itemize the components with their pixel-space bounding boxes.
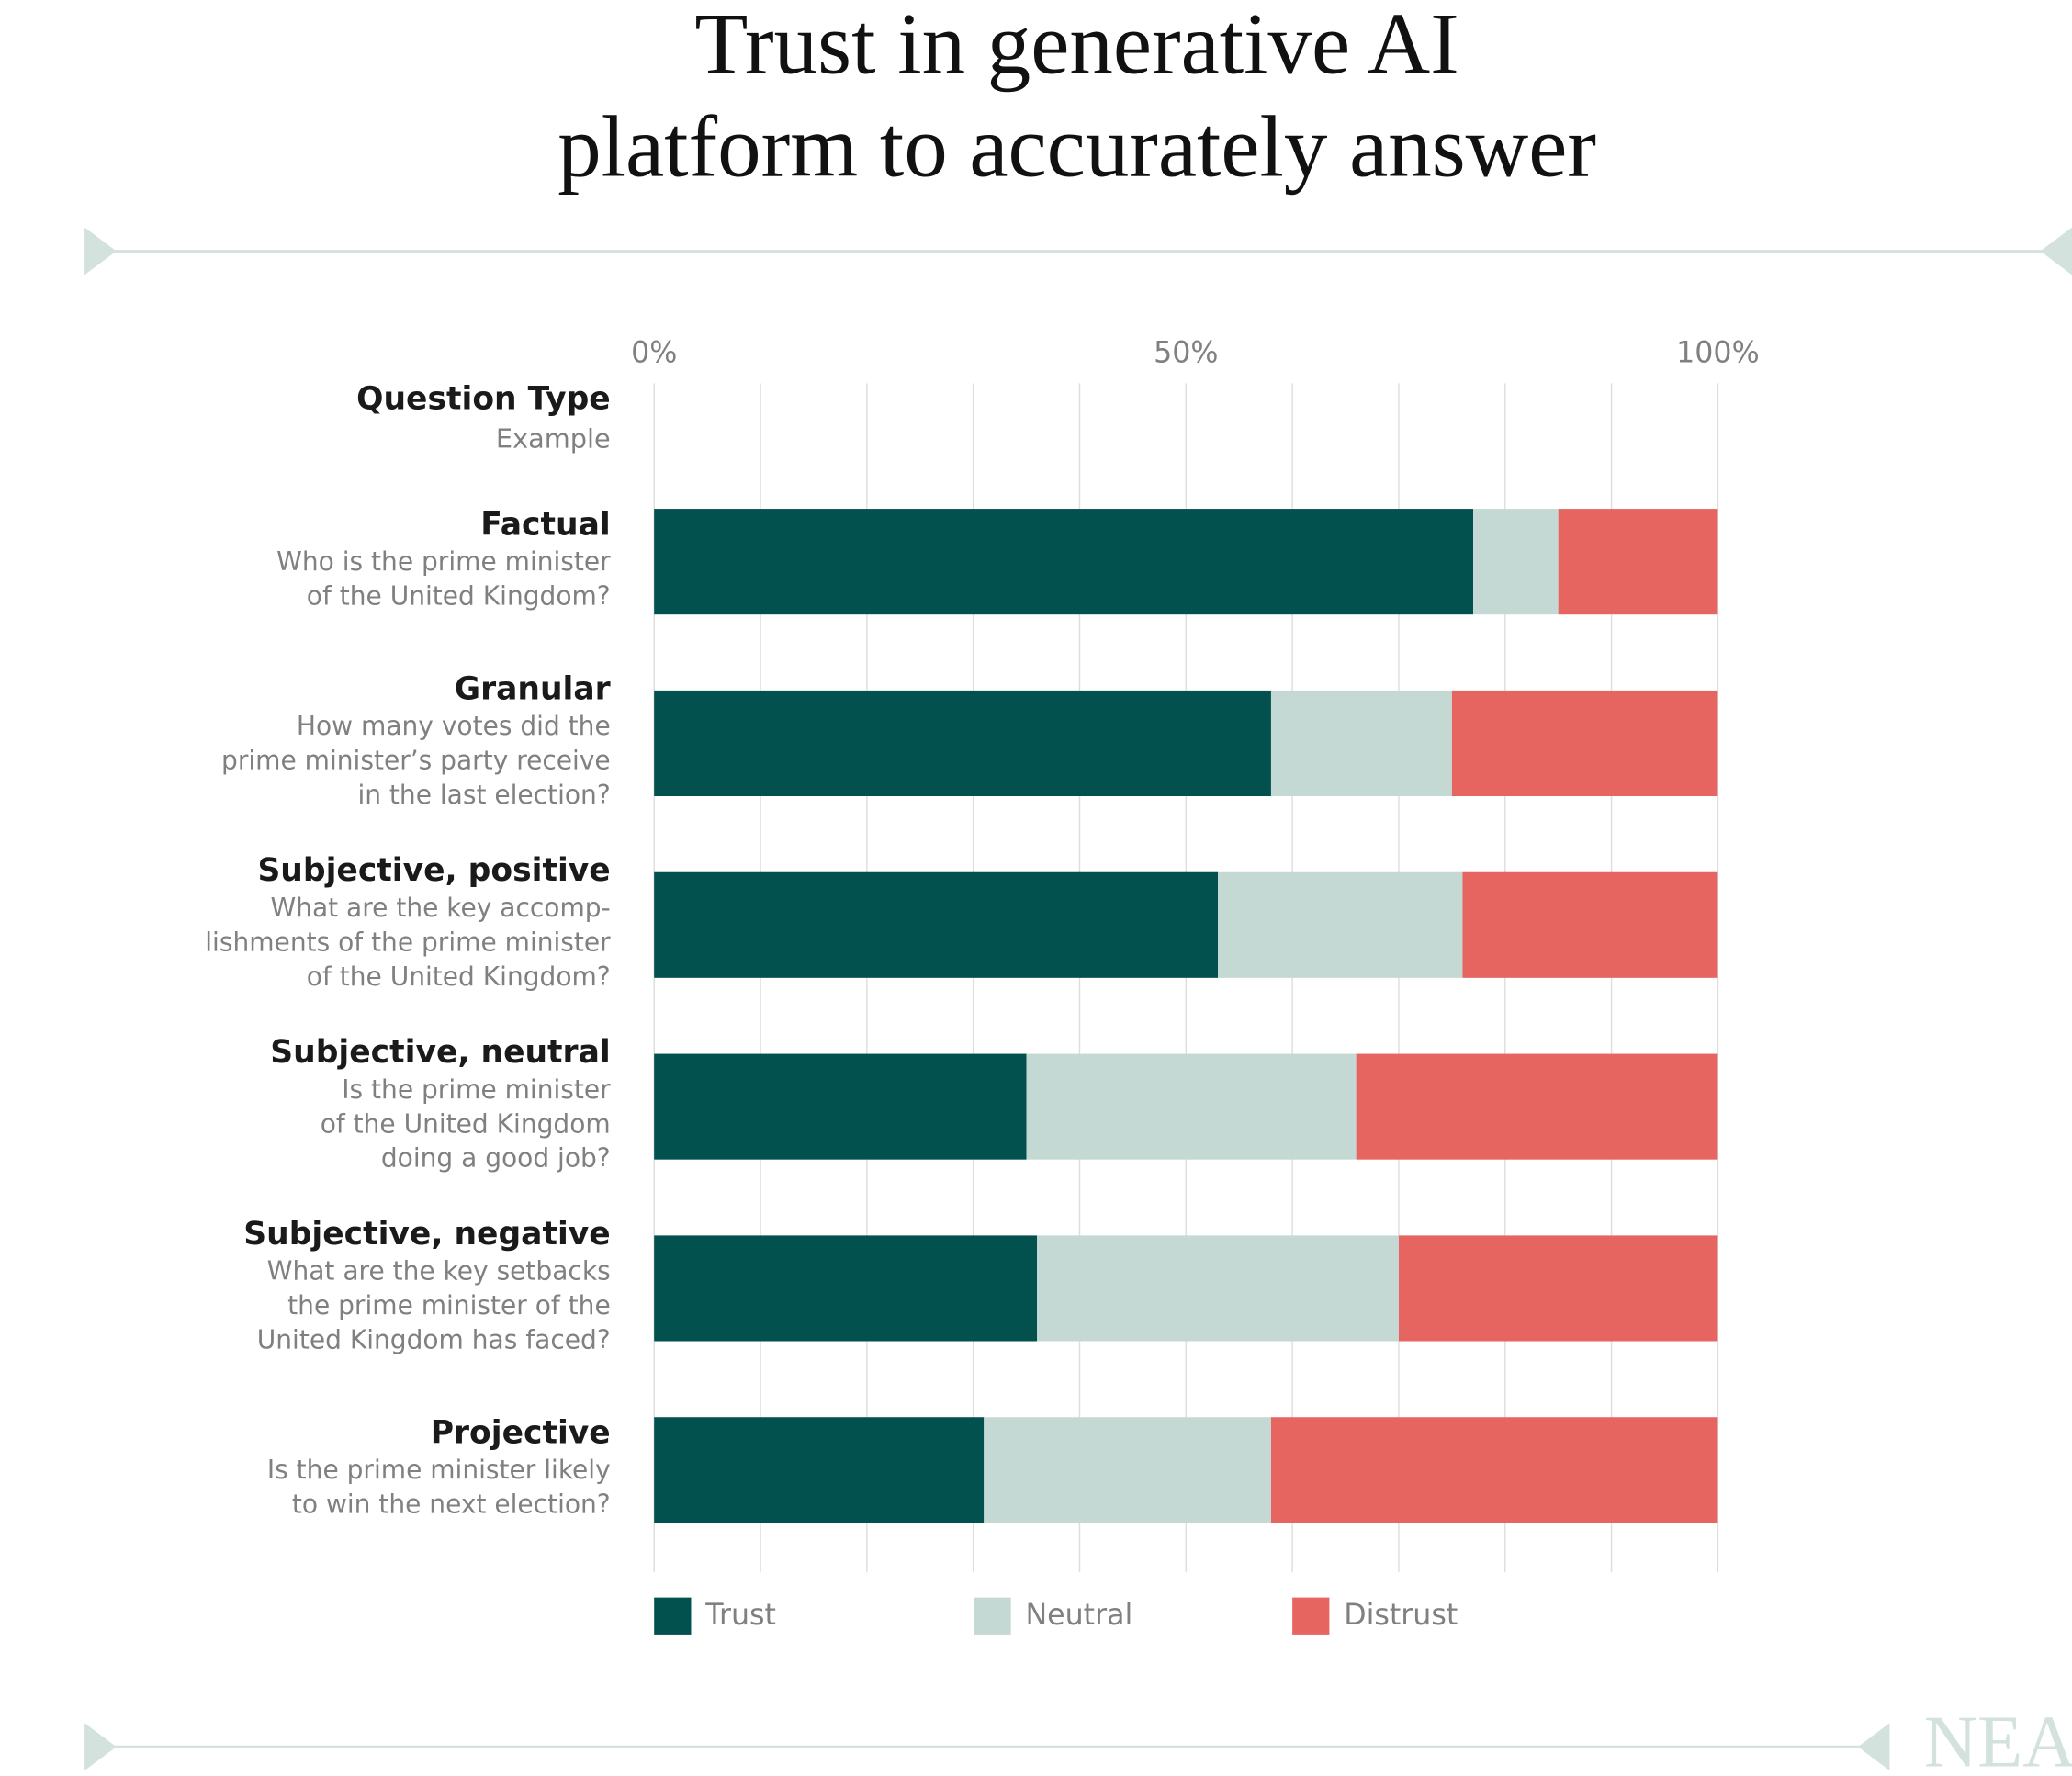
bar-segment bbox=[1270, 1417, 1718, 1523]
bar-segment bbox=[1462, 871, 1718, 978]
legend-swatch bbox=[974, 1597, 1011, 1635]
legend-label: Trust bbox=[704, 1599, 776, 1632]
category-label: Factual bbox=[480, 506, 611, 543]
bar-segment bbox=[1473, 509, 1559, 615]
chart-title: platform to accurately answer bbox=[557, 98, 1596, 196]
category-description: United Kingdom has faced? bbox=[257, 1325, 611, 1355]
legend-label: Neutral bbox=[1025, 1599, 1132, 1632]
category-label: Projective bbox=[431, 1414, 611, 1451]
category-label: Subjective, negative bbox=[243, 1216, 610, 1253]
bar-segment bbox=[1451, 690, 1718, 797]
header-subtitle: Example bbox=[496, 422, 611, 454]
bar-segment bbox=[1026, 1053, 1357, 1160]
bar-segment bbox=[984, 1417, 1271, 1523]
category-description: of the United Kingdom bbox=[321, 1108, 611, 1139]
category-description: What are the key setbacks bbox=[267, 1256, 611, 1287]
category-description: the prime minister of the bbox=[287, 1290, 611, 1321]
bar-segment bbox=[1218, 871, 1463, 978]
legend-swatch bbox=[1292, 1597, 1330, 1635]
category-label: Subjective, positive bbox=[257, 852, 610, 889]
bar-segment bbox=[654, 871, 1219, 978]
category-description: to win the next election? bbox=[292, 1489, 611, 1520]
legend-swatch bbox=[654, 1597, 692, 1635]
category-description: Who is the prime minister bbox=[276, 546, 611, 577]
chart-title: Trust in generative AI bbox=[694, 0, 1458, 92]
category-label: Granular bbox=[455, 670, 611, 707]
bar-segment bbox=[1356, 1053, 1718, 1160]
category-description: of the United Kingdom? bbox=[307, 580, 611, 611]
category-description: How many votes did the bbox=[297, 711, 611, 741]
bar-segment bbox=[1270, 690, 1452, 797]
category-description: of the United Kingdom? bbox=[307, 961, 611, 992]
category-description: in the last election? bbox=[357, 780, 610, 810]
category-description: Is the prime minister likely bbox=[267, 1455, 611, 1485]
header-title: Question Type bbox=[356, 381, 611, 418]
bar-segment bbox=[654, 690, 1271, 797]
bar-segment bbox=[654, 1053, 1027, 1160]
category-description: doing a good job? bbox=[381, 1143, 611, 1174]
bar-segment bbox=[654, 1235, 1038, 1342]
x-tick-label: 100% bbox=[1676, 337, 1759, 370]
divider bbox=[84, 227, 2072, 1771]
legend-label: Distrust bbox=[1344, 1599, 1458, 1632]
x-tick-label: 0% bbox=[631, 337, 677, 370]
category-description: lishments of the prime minister bbox=[205, 927, 611, 957]
category-description: What are the key accomp- bbox=[270, 893, 610, 923]
bar-segment bbox=[1398, 1235, 1718, 1342]
x-tick-label: 50% bbox=[1154, 337, 1218, 370]
bar-segment bbox=[1558, 509, 1718, 615]
category-label: Subjective, neutral bbox=[270, 1034, 610, 1071]
bar-segment bbox=[1037, 1235, 1399, 1342]
bar-segment bbox=[654, 509, 1474, 615]
logo: NEA bbox=[1924, 1702, 2072, 1776]
category-description: Is the prime minister bbox=[342, 1074, 611, 1105]
category-description: prime minister’s party receive bbox=[221, 746, 611, 776]
bar-segment bbox=[654, 1417, 985, 1523]
